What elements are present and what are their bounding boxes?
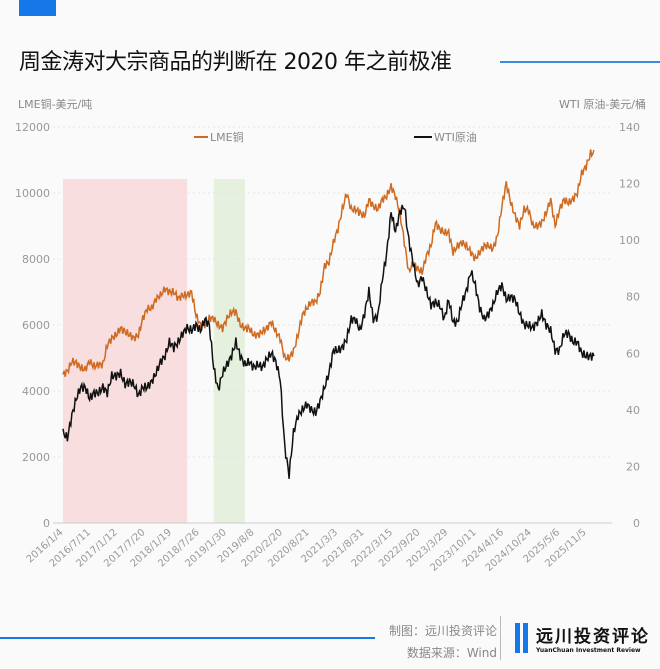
- page-title: 周金涛对大宗商品的判断在 2020 年之前极准: [19, 50, 452, 75]
- shaded-region-pink: [63, 179, 188, 523]
- right-tick-label: 0: [633, 517, 640, 530]
- right-tick-label: 80: [626, 291, 640, 304]
- left-axis-label: LME铜-美元/吨: [18, 97, 92, 111]
- left-tick-label: 4000: [22, 385, 50, 398]
- right-tick-label: 20: [626, 460, 640, 473]
- left-tick-label: 10000: [15, 187, 50, 200]
- brand-accent-bar: [19, 0, 56, 16]
- footer-rule: [0, 637, 375, 639]
- left-tick-label: 6000: [22, 319, 50, 332]
- right-tick-label: 60: [626, 347, 640, 360]
- left-tick-label: 2000: [22, 451, 50, 464]
- logo: 远川投资评论 YuanChuan Investment Review: [515, 622, 650, 654]
- series-line-oil: [62, 204, 595, 479]
- footer-divider: [500, 616, 501, 660]
- right-axis-label: WTI 原油-美元/桶: [559, 97, 646, 111]
- logo-text: 远川投资评论: [536, 627, 650, 647]
- right-tick-label: 100: [619, 234, 640, 247]
- logo-mark: [515, 623, 528, 653]
- logo-subtext: YuanChuan Investment Review: [536, 647, 641, 654]
- series-line-copper: [62, 149, 595, 377]
- credits: 制图：远川投资评论 数据来源：Wind: [389, 620, 497, 664]
- right-tick-label: 40: [626, 404, 640, 417]
- legend-label-copper: LME铜: [210, 130, 244, 144]
- credit-maker: 制图：远川投资评论: [388, 624, 497, 638]
- right-tick-label: 120: [619, 178, 640, 191]
- left-tick-label: 0: [43, 517, 50, 530]
- credit-source: 数据来源：Wind: [406, 646, 497, 660]
- left-tick-label: 8000: [22, 253, 50, 266]
- legend-label-oil: WTI原油: [434, 130, 477, 144]
- chart: LME铜-美元/吨 WTI 原油-美元/桶 0 2000 4000 6000 8000 1…: [15, 97, 646, 574]
- left-tick-label: 12000: [15, 121, 50, 134]
- right-tick-label: 140: [619, 121, 640, 134]
- legend: LME铜 WTI原油: [194, 130, 477, 144]
- title-rule: [500, 61, 660, 63]
